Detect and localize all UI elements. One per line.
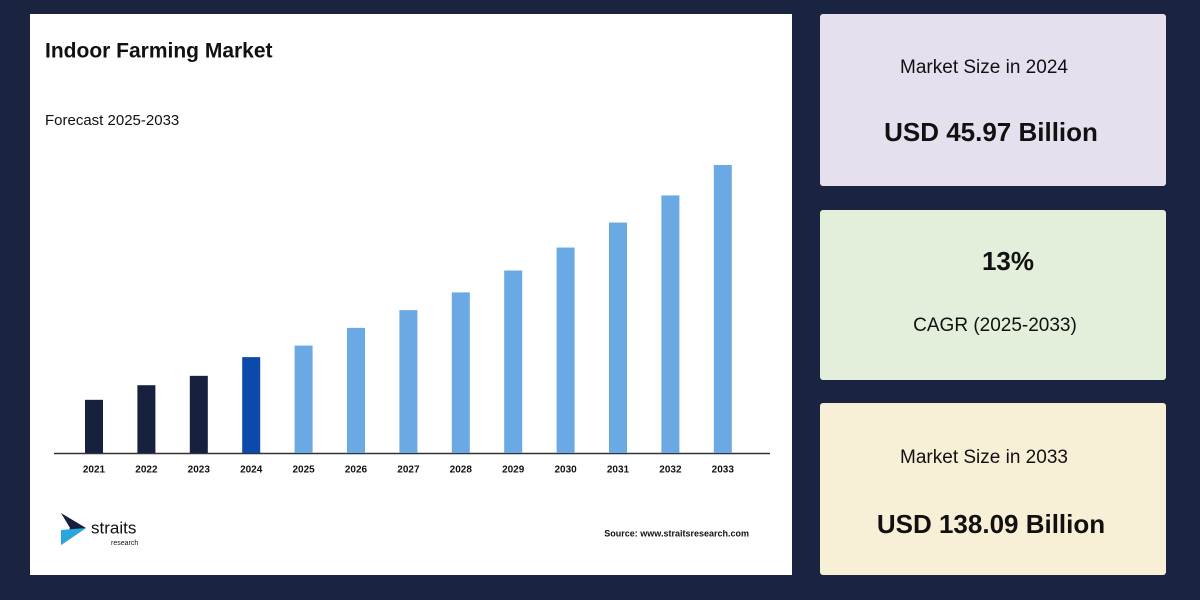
bar <box>451 292 470 453</box>
x-tick-label: 2028 <box>450 465 473 476</box>
card-label: CAGR (2025-2033) <box>913 315 1077 336</box>
logo-name: straits <box>91 518 136 537</box>
bar <box>294 345 313 453</box>
x-tick-label: 2033 <box>712 465 735 476</box>
x-tick-label: 2030 <box>554 465 577 476</box>
bar <box>713 165 732 453</box>
logo-tagline: research <box>111 540 138 547</box>
logo-mark-accent <box>61 528 86 545</box>
card-value: USD 138.09 Billion <box>877 509 1105 539</box>
chart-title: Indoor Farming Market <box>45 40 273 63</box>
card-label: Market Size in 2033 <box>900 447 1068 468</box>
x-tick-label: 2027 <box>397 465 420 476</box>
x-tick-label: 2031 <box>607 465 630 476</box>
card <box>820 14 1166 186</box>
x-tick-label: 2022 <box>135 465 158 476</box>
x-tick-label: 2029 <box>502 465 525 476</box>
bar <box>85 399 103 453</box>
x-tick-label: 2023 <box>188 465 211 476</box>
bar <box>137 385 156 453</box>
card-value: 13% <box>982 246 1034 276</box>
chart-subtitle: Forecast 2025-2033 <box>45 112 179 129</box>
bar <box>609 222 627 453</box>
source: Source: www.straitsresearch.com <box>604 528 749 538</box>
card-value: USD 45.97 Billion <box>884 117 1098 147</box>
x-tick-label: 2025 <box>292 465 315 476</box>
x-tick-label: 2026 <box>345 465 368 476</box>
x-tick-label: 2021 <box>83 465 106 476</box>
bar <box>504 270 523 453</box>
bar <box>661 195 680 454</box>
bar <box>556 247 575 453</box>
card <box>820 210 1166 380</box>
x-tick-label: 2024 <box>240 465 263 476</box>
bar <box>189 375 208 453</box>
card <box>820 403 1166 575</box>
bar <box>399 310 418 453</box>
card-label: Market Size in 2024 <box>900 57 1068 78</box>
x-tick-label: 2032 <box>659 465 682 476</box>
logo: straits research <box>61 513 138 547</box>
bar <box>242 357 261 453</box>
bar <box>347 327 365 453</box>
